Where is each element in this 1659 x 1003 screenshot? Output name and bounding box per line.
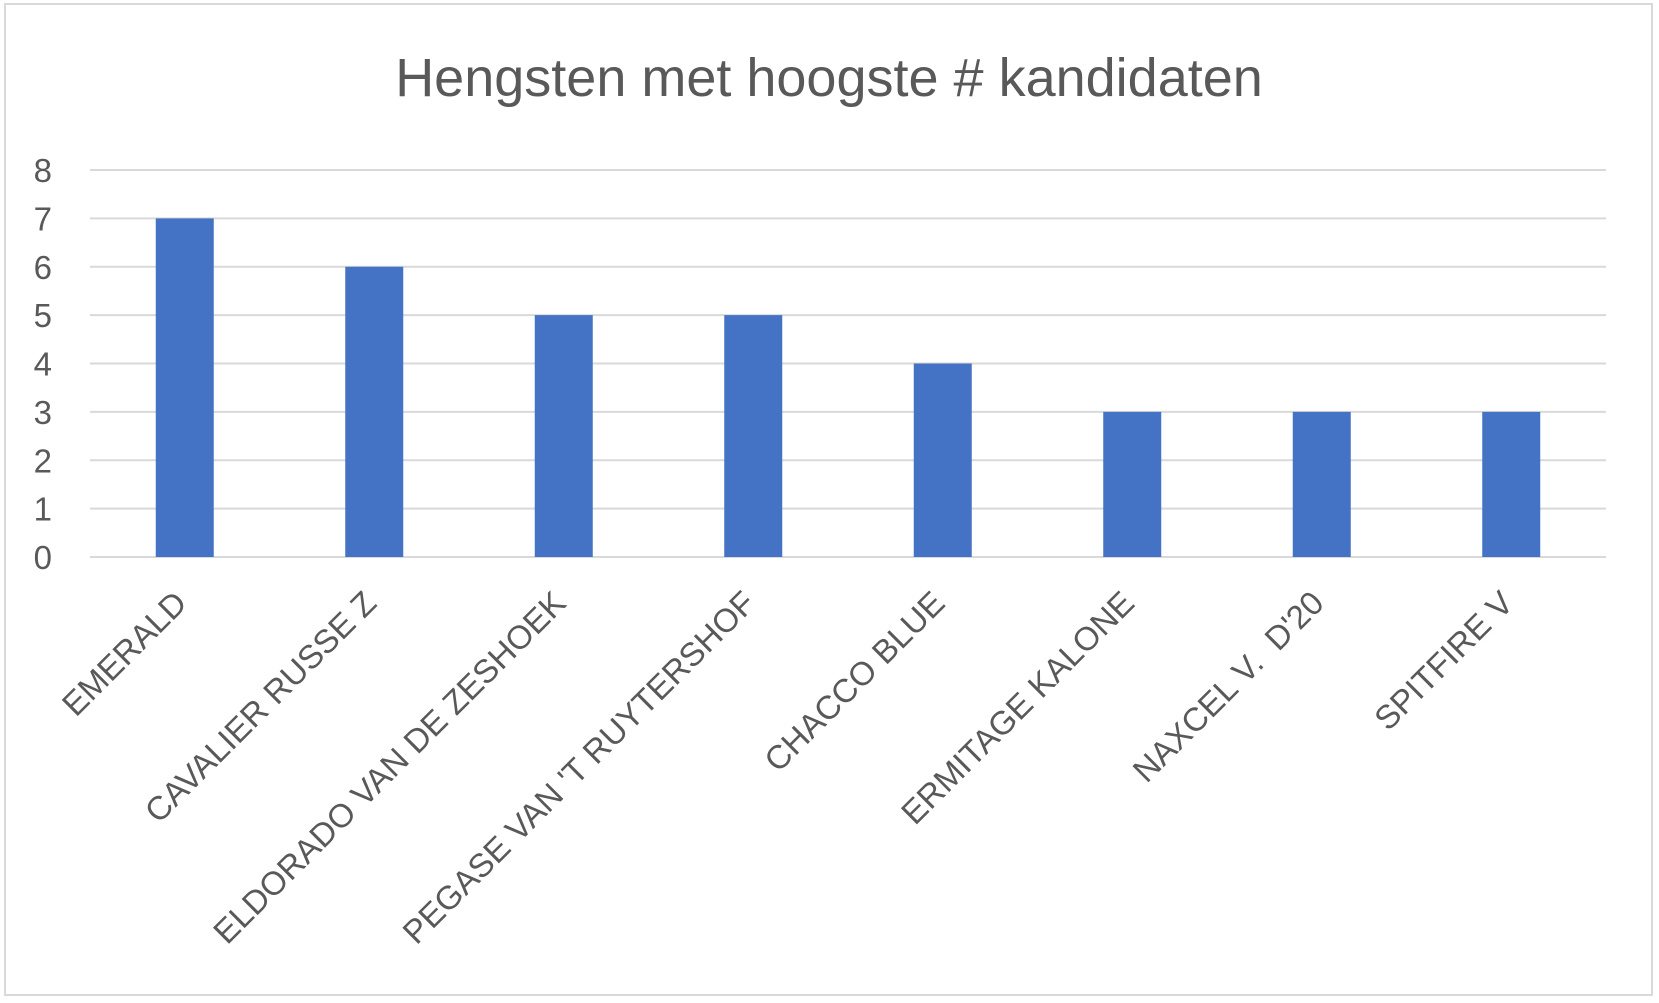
bar-3 bbox=[724, 315, 783, 557]
y-tick-label: 3 bbox=[34, 394, 52, 431]
bar-0 bbox=[155, 218, 214, 557]
y-tick-label: 4 bbox=[34, 346, 52, 383]
category-label: PEGASE VAN 'T RUYTERSHOF bbox=[395, 584, 762, 951]
category-label: EMERALD bbox=[55, 584, 194, 723]
bar-5 bbox=[1103, 411, 1162, 557]
y-tick-label: 6 bbox=[34, 249, 52, 286]
y-axis-ticks: 0 1 2 3 4 5 6 7 8 bbox=[34, 152, 52, 576]
y-tick-label: 2 bbox=[34, 442, 52, 479]
category-label: CHACCO BLUE bbox=[757, 584, 952, 779]
category-label: ELDORADO VAN DE ZESHOEK bbox=[206, 584, 573, 951]
category-label: NAXCEL V. D'20 bbox=[1125, 584, 1330, 789]
category-label: SPITFIRE V bbox=[1367, 584, 1520, 737]
bar-6 bbox=[1292, 411, 1351, 557]
chart-title: Hengsten met hoogste # kandidaten bbox=[395, 48, 1263, 108]
y-tick-label: 8 bbox=[34, 152, 52, 189]
y-tick-label: 1 bbox=[34, 491, 52, 528]
y-tick-label: 7 bbox=[34, 200, 52, 237]
bar-1 bbox=[345, 266, 404, 557]
grid-lines bbox=[90, 169, 1606, 558]
bars bbox=[155, 218, 1541, 557]
bar-7 bbox=[1482, 411, 1541, 557]
bar-2 bbox=[534, 315, 593, 557]
chart-frame bbox=[4, 3, 1653, 996]
y-tick-label: 0 bbox=[34, 539, 52, 576]
bar-4 bbox=[913, 363, 972, 557]
y-tick-label: 5 bbox=[34, 297, 52, 334]
